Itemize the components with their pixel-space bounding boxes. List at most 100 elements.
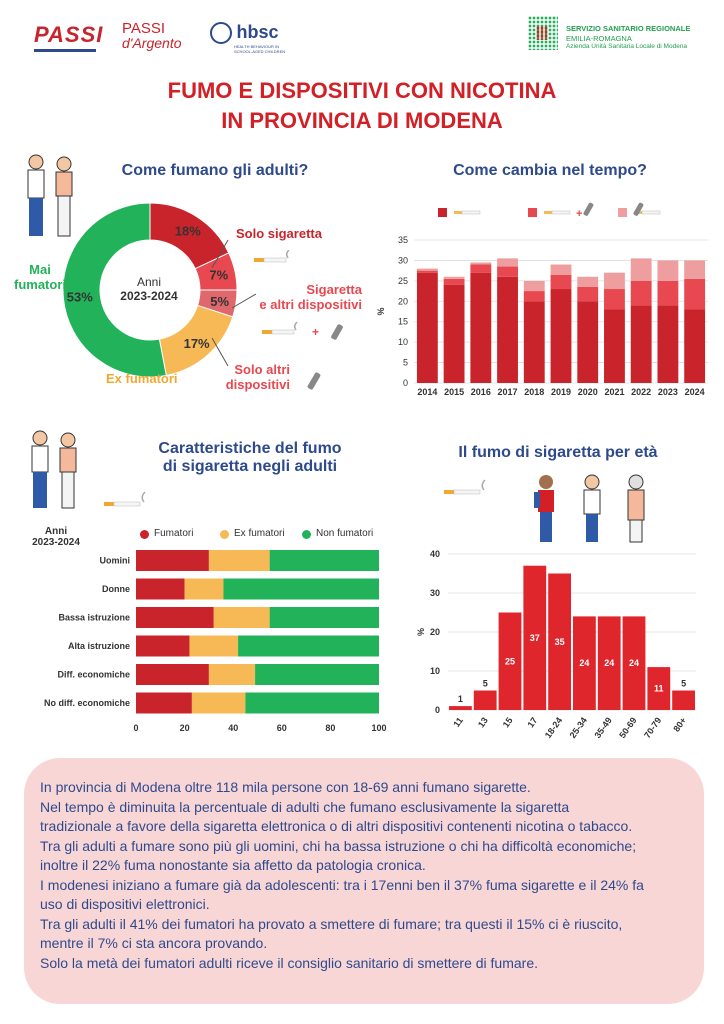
- donut-pct-label-1: 7%: [209, 268, 228, 283]
- age-bar-15: [498, 612, 522, 710]
- legend-non-swatch: [302, 530, 311, 539]
- donut-center-label: Anni 2023-2024: [120, 275, 178, 303]
- age-ytick-10: 10: [430, 666, 440, 676]
- hbsc-logo: hbsc HEALTH BEHAVIOUR IN SCHOOL-AGED CHI…: [210, 22, 294, 54]
- age-xtick-13: 13: [476, 715, 490, 729]
- legend-ex-swatch: [220, 530, 229, 539]
- time-bar-2020-s1: [577, 286, 599, 302]
- age-xtick-15: 15: [501, 715, 515, 729]
- connector-solo: [211, 239, 229, 269]
- age-xtick-70-79: 70-79: [642, 715, 663, 740]
- time-bar-2016-s1: [470, 264, 492, 273]
- age-ytick-30: 30: [430, 588, 440, 598]
- hbar-bar-0-s1: [208, 550, 270, 571]
- cigarette-icon-2: [104, 491, 146, 507]
- age-value-35-49: 24: [604, 658, 614, 668]
- cigarette-plus-device-icon: +: [262, 321, 343, 340]
- connector-sig-altri: [231, 293, 257, 309]
- cigarette-icon: [254, 250, 290, 263]
- time-legend-swatch-1: [528, 208, 537, 217]
- age-bar-11: [448, 706, 472, 710]
- time-legend-cig-filter-0: [454, 211, 462, 214]
- header: PASSI PASSI d'Argento hbsc HEALTH BEHAVI…: [0, 0, 724, 70]
- hbar-bar-5-s1: [191, 692, 246, 714]
- hbar-label-1: Donne: [102, 584, 130, 594]
- donut-pct-label-0: 18%: [175, 223, 201, 238]
- hbsc-figure-icon: [210, 22, 232, 44]
- man-legs-icon: [29, 198, 43, 236]
- hbar-xtick-100: 100: [371, 723, 386, 733]
- man-head-icon: [28, 154, 44, 170]
- time-legend-cig-filter-1: [544, 211, 552, 214]
- time-bar-2014-s2: [416, 268, 438, 271]
- region-dots-red-icon: [536, 26, 548, 40]
- time-bar-2017-s1: [497, 266, 518, 277]
- time-legend-device-2: [633, 202, 644, 216]
- time-bar-2019-s2: [550, 264, 572, 275]
- teen-head-icon: [539, 475, 553, 489]
- time-bar-2021-s0: [604, 309, 625, 383]
- hbar-xtick-80: 80: [325, 723, 335, 733]
- time-legend-plus: +: [576, 208, 582, 220]
- hbar-bar-3-s1: [189, 635, 239, 657]
- time-ytick-30: 30: [398, 255, 408, 265]
- time-xtick-2020: 2020: [578, 387, 598, 397]
- age-xtick-50-69: 50-69: [617, 715, 638, 740]
- hbar-bar-2-s2: [269, 607, 379, 628]
- age-xtick-11: 11: [451, 715, 465, 729]
- time-bar-2015-s2: [443, 276, 465, 279]
- legend-fumatori-swatch: [140, 530, 149, 539]
- adult-head-icon: [584, 474, 600, 490]
- age-ytick-40: 40: [430, 549, 440, 559]
- age-value-13: 5: [483, 679, 488, 689]
- time-bar-2016-s2: [470, 262, 492, 265]
- time-bar-2022-s2: [630, 258, 652, 281]
- time-legend-cig-body-0: [461, 210, 481, 215]
- donut-chart: 18% 7% 5% 17% 53%: [62, 202, 257, 378]
- time-legend-device-1: [583, 202, 594, 216]
- time-legend-swatch-0: [438, 208, 447, 217]
- hbar-bar-1-s1: [184, 578, 224, 600]
- time-bar-2015-s1: [443, 278, 465, 285]
- woman-legs-icon: [57, 195, 71, 237]
- time-xtick-2022: 2022: [631, 387, 651, 397]
- time-ytick-35: 35: [398, 235, 408, 245]
- time-bar-2024-s2: [684, 260, 706, 279]
- hbar-xtick-0: 0: [133, 723, 138, 733]
- time-xtick-2018: 2018: [524, 387, 544, 397]
- time-xtick-2016: 2016: [471, 387, 491, 397]
- age-bar-17: [523, 565, 547, 710]
- hbar-bar-5-s0: [136, 692, 192, 714]
- hbar-label-4: Diff. economiche: [57, 670, 130, 680]
- time-xtick-2017: 2017: [498, 387, 518, 397]
- passi-logo: PASSI: [34, 22, 103, 52]
- age-value-50-69: 24: [629, 658, 639, 668]
- hbar-xtick-60: 60: [277, 723, 287, 733]
- time-bar-2020-s0: [577, 301, 599, 383]
- page-title: FUMO E DISPOSITIVI CON NICOTINA IN PROVI…: [167, 78, 557, 133]
- age-ytick-0: 0: [435, 705, 440, 715]
- time-bar-2018-s1: [523, 291, 545, 302]
- summary-text: In provincia di Modena oltre 118 mila pe…: [40, 779, 644, 971]
- label-mai-fumatori: Mai fumatori: [14, 262, 66, 292]
- time-bar-2014-s0: [416, 272, 438, 383]
- age-xtick-25-34: 25-34: [568, 715, 589, 740]
- legend-ex-label: Ex fumatori: [234, 528, 285, 539]
- hbar-legend: Fumatori Ex fumatori Non fumatori: [140, 528, 400, 542]
- elder-head-icon: [628, 474, 644, 490]
- label-sigaretta-altri: Sigaretta e altri dispositivi: [259, 282, 362, 312]
- time-bar-2024-s1: [684, 278, 706, 310]
- label-solo-altri: Solo altri dispositivi: [225, 362, 290, 392]
- hbar-bar-5-s2: [245, 692, 379, 714]
- summary-box: In provincia di Modena oltre 118 mila pe…: [24, 758, 704, 1004]
- hbar-label-5: No diff. economiche: [44, 698, 130, 708]
- adults-figures-icon: [27, 154, 73, 237]
- time-xtick-2024: 2024: [685, 387, 705, 397]
- time-ytick-20: 20: [398, 296, 408, 306]
- time-bar-2022-s1: [630, 280, 652, 306]
- time-bar-2018-s2: [523, 280, 545, 292]
- time-xtick-2015: 2015: [444, 387, 464, 397]
- age-value-17: 37: [530, 633, 540, 643]
- time-bar-2014-s1: [416, 270, 438, 273]
- age-value-18-24: 35: [555, 637, 565, 647]
